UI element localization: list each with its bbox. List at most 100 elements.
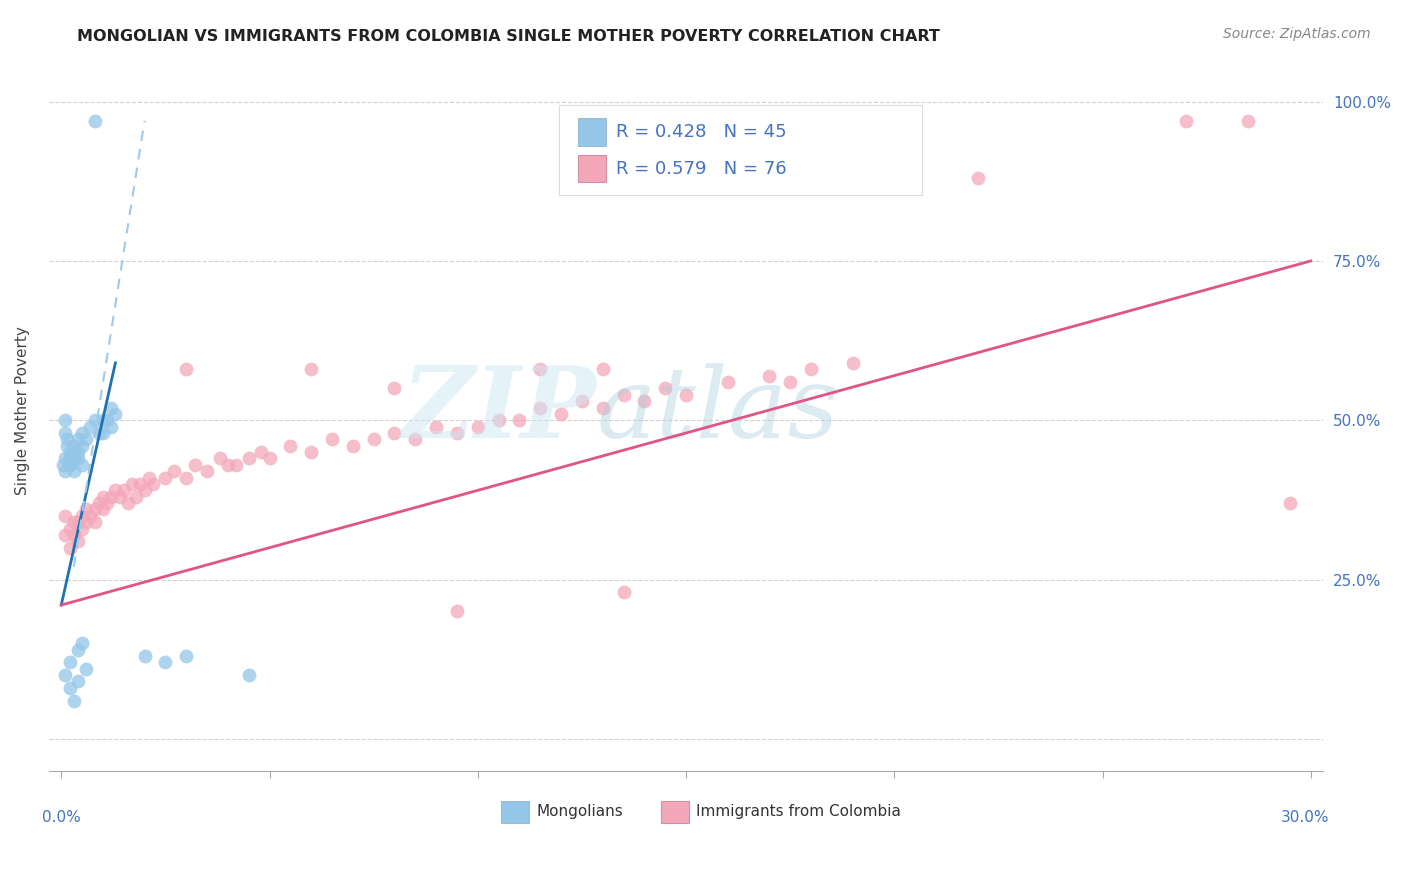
Point xyxy=(800,362,823,376)
Bar xyxy=(661,801,689,822)
Point xyxy=(592,362,614,376)
Point xyxy=(55,425,77,440)
Point xyxy=(58,451,80,466)
Point xyxy=(142,477,165,491)
Point xyxy=(62,515,84,529)
Point xyxy=(174,362,197,376)
Point xyxy=(259,451,281,466)
Point xyxy=(138,470,160,484)
Point xyxy=(299,445,322,459)
Point xyxy=(62,445,84,459)
Point xyxy=(79,508,101,523)
Point xyxy=(83,413,105,427)
Point xyxy=(717,375,740,389)
Point xyxy=(55,413,77,427)
Point xyxy=(56,439,79,453)
Point xyxy=(841,356,863,370)
Point xyxy=(1237,113,1260,128)
Point xyxy=(58,522,80,536)
Point xyxy=(446,425,468,440)
Y-axis label: Single Mother Poverty: Single Mother Poverty xyxy=(15,326,30,495)
Point xyxy=(87,425,110,440)
Point xyxy=(55,464,77,478)
Bar xyxy=(578,119,606,145)
Point xyxy=(55,451,77,466)
Point xyxy=(966,171,988,186)
Point xyxy=(104,483,127,498)
Point xyxy=(446,604,468,618)
Point xyxy=(66,534,89,549)
Point xyxy=(100,419,122,434)
Point xyxy=(129,477,152,491)
Point xyxy=(225,458,247,472)
Point xyxy=(633,394,655,409)
Point xyxy=(174,648,197,663)
Point xyxy=(363,433,385,447)
Point xyxy=(83,502,105,516)
Point xyxy=(91,502,114,516)
Point xyxy=(321,433,343,447)
Text: 0.0%: 0.0% xyxy=(42,810,82,825)
Point xyxy=(404,433,426,447)
Point xyxy=(250,445,273,459)
Point xyxy=(1174,113,1197,128)
Point xyxy=(195,464,218,478)
Point xyxy=(58,458,80,472)
Point xyxy=(62,451,84,466)
Point xyxy=(174,470,197,484)
Point xyxy=(758,368,780,383)
Point xyxy=(66,445,89,459)
Point xyxy=(66,433,89,447)
Point xyxy=(83,113,105,128)
Point xyxy=(238,451,260,466)
Point xyxy=(779,375,801,389)
Point xyxy=(100,490,122,504)
Point xyxy=(58,541,80,555)
Point xyxy=(96,413,118,427)
Point xyxy=(55,668,77,682)
Point xyxy=(384,381,406,395)
Point xyxy=(52,458,75,472)
Point xyxy=(155,470,177,484)
Point xyxy=(70,425,93,440)
Point xyxy=(550,407,572,421)
Point xyxy=(278,439,301,453)
Text: Immigrants from Colombia: Immigrants from Colombia xyxy=(696,805,901,819)
Point xyxy=(96,496,118,510)
Point xyxy=(58,681,80,695)
Point xyxy=(70,522,93,536)
Text: R = 0.579   N = 76: R = 0.579 N = 76 xyxy=(616,160,786,178)
Point xyxy=(612,585,634,599)
Point xyxy=(87,496,110,510)
Point xyxy=(75,662,97,676)
Point xyxy=(117,496,139,510)
Point xyxy=(62,528,84,542)
Text: Source: ZipAtlas.com: Source: ZipAtlas.com xyxy=(1223,27,1371,41)
Point xyxy=(62,439,84,453)
Point xyxy=(62,693,84,707)
Point xyxy=(70,458,93,472)
Point xyxy=(66,515,89,529)
Point xyxy=(112,483,135,498)
Point xyxy=(675,388,697,402)
Point xyxy=(62,464,84,478)
Bar xyxy=(501,801,529,822)
Point xyxy=(134,648,156,663)
Point xyxy=(56,433,79,447)
Point xyxy=(108,490,131,504)
Point xyxy=(155,656,177,670)
Point xyxy=(79,419,101,434)
Point xyxy=(467,419,489,434)
Point xyxy=(654,381,676,395)
Point xyxy=(529,362,551,376)
Point xyxy=(83,515,105,529)
Point xyxy=(217,458,239,472)
Point xyxy=(488,413,510,427)
Point xyxy=(70,508,93,523)
Point xyxy=(91,425,114,440)
Point xyxy=(66,642,89,657)
Point xyxy=(121,477,143,491)
Point xyxy=(134,483,156,498)
Point xyxy=(183,458,205,472)
Point xyxy=(592,401,614,415)
